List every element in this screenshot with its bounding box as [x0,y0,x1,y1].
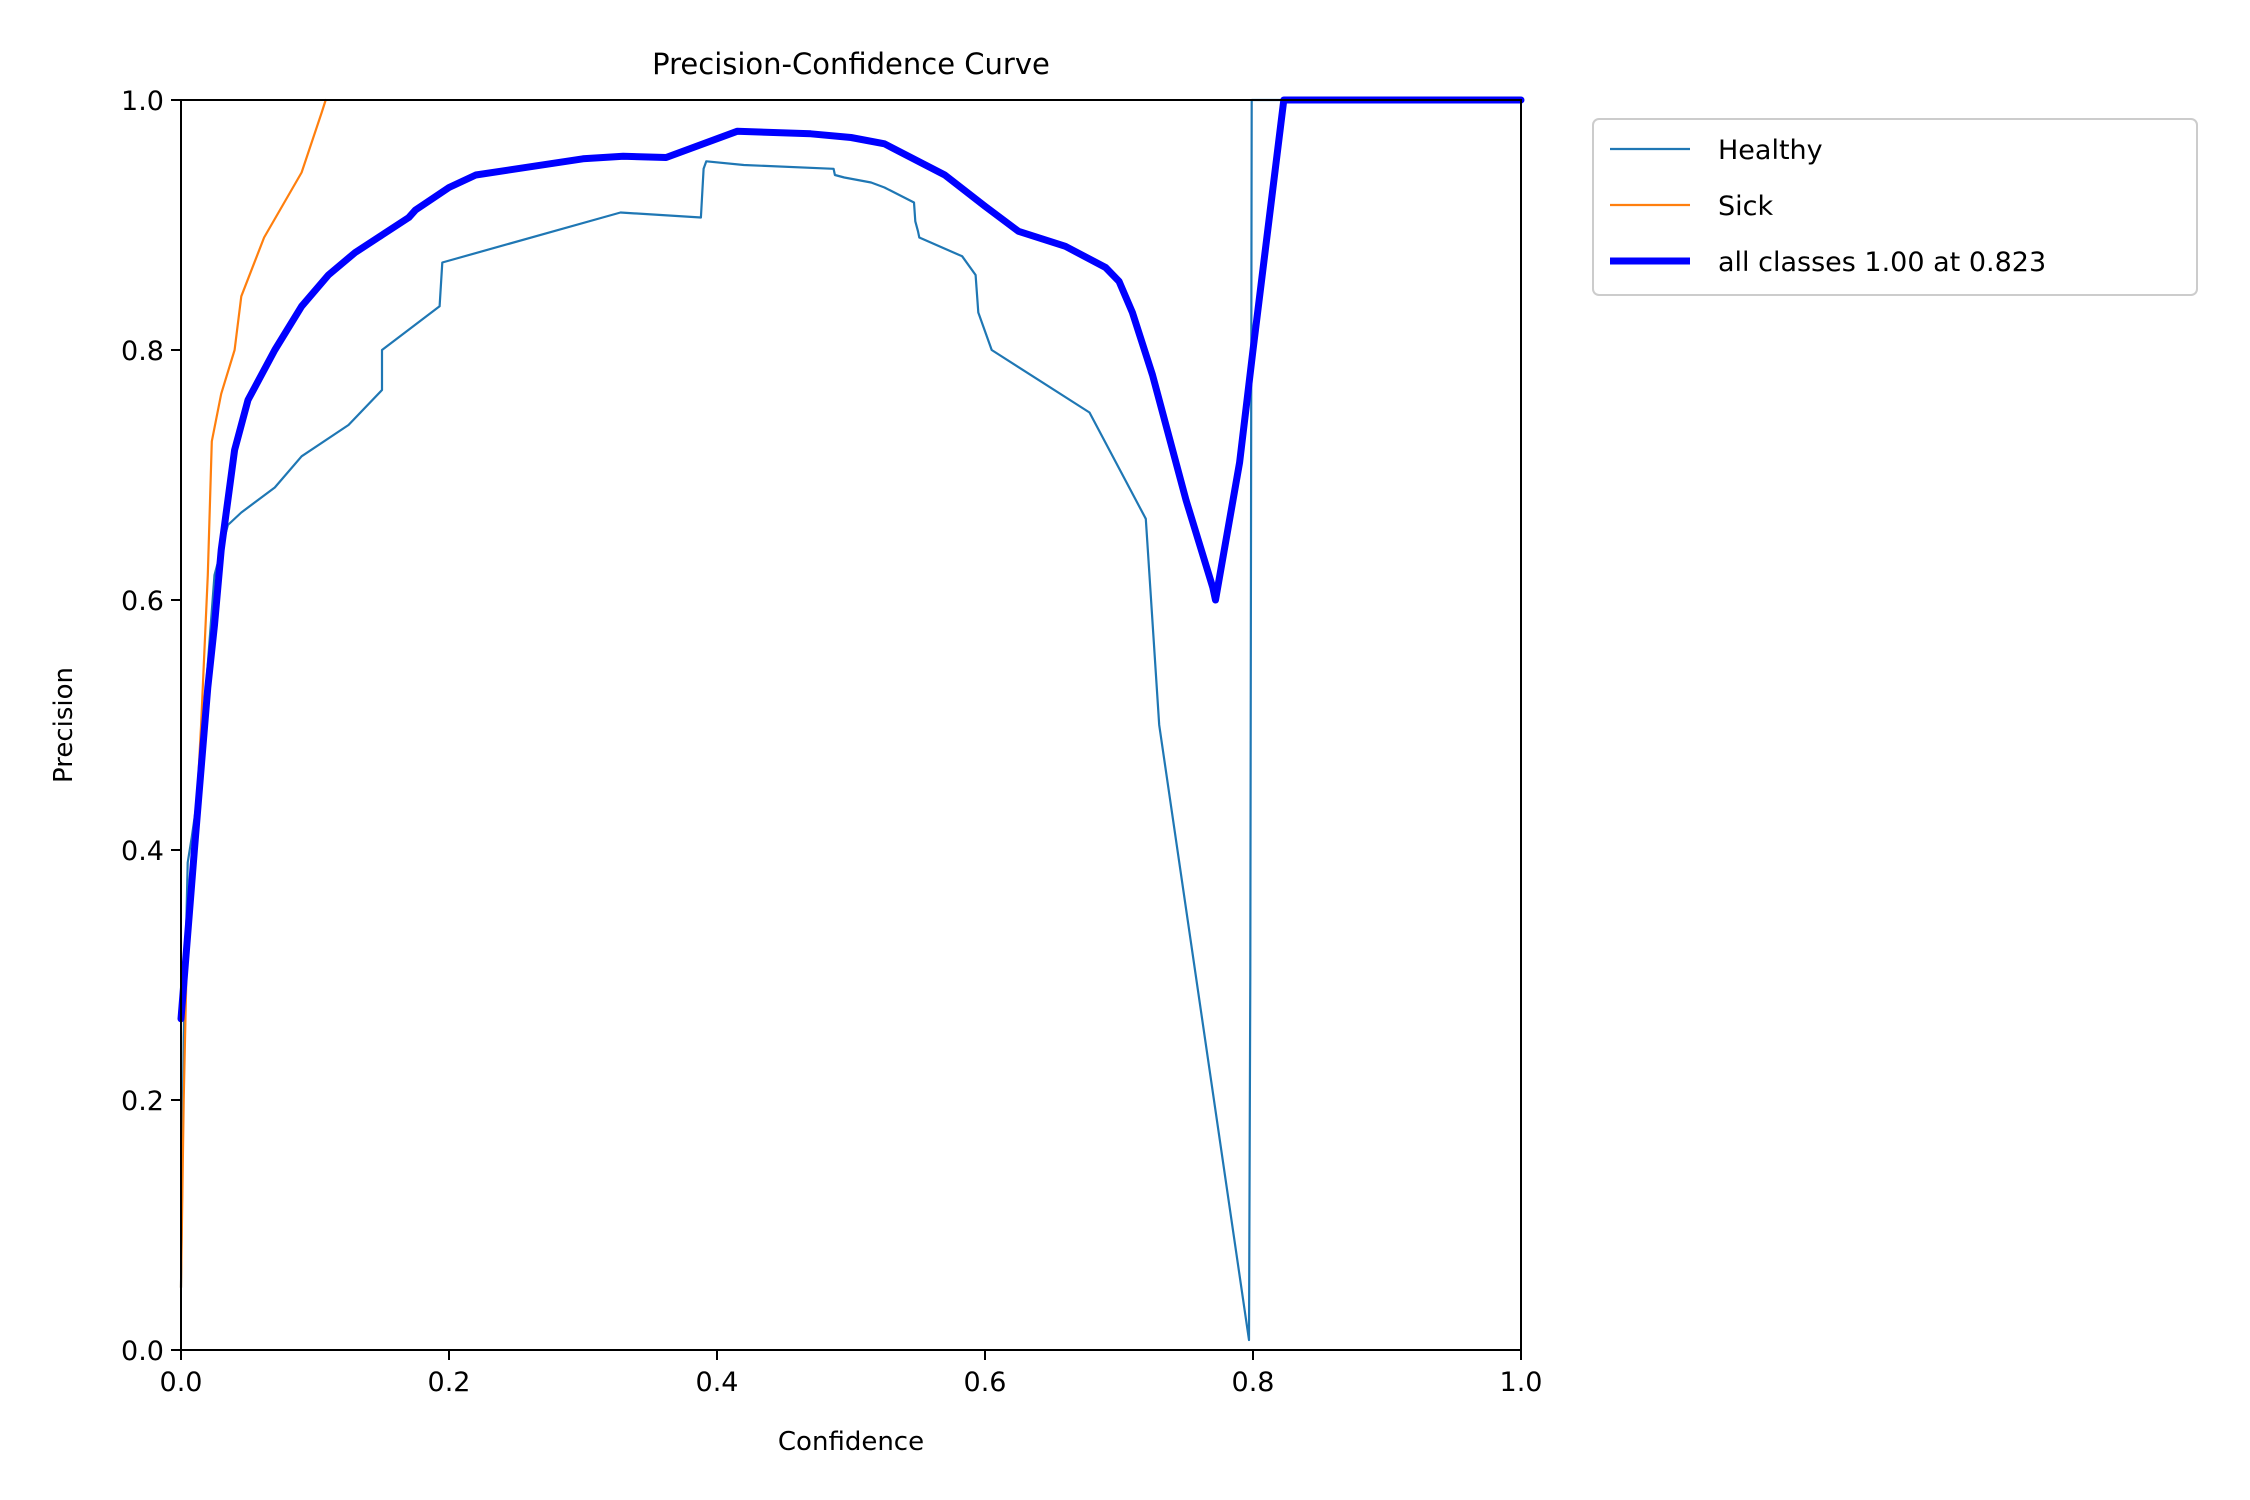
legend-label-1: Healthy [1718,135,1823,166]
y-axis-label: Precision [49,667,79,783]
legend: Healthy Sick all classes 1.00 at 0.823 [1592,118,2198,296]
legend-label-3: all classes 1.00 at 0.823 [1718,247,2046,278]
y-tick-label: 0.2 [121,1086,164,1117]
chart-title: Precision-Confidence Curve [652,47,1050,81]
series-line-1 [179,98,1523,1342]
y-tick-label: 0.6 [121,586,164,617]
x-tick-label: 1.0 [1500,1367,1543,1398]
axes-frame [180,99,1522,1351]
x-axis-label: Confidence [778,1427,924,1457]
plot-area [177,96,1525,1351]
legend-label-2: Sick [1718,191,1773,222]
series-line-3 [177,96,1525,1023]
y-tick-label: 1.0 [121,86,164,117]
x-tick-label: 0.6 [964,1367,1007,1398]
y-axis: 0.0 0.2 0.4 0.6 0.8 1.0 [121,86,181,1367]
x-tick-label: 0.2 [428,1367,471,1398]
x-tick-label: 0.4 [696,1367,739,1398]
legend-box [1592,118,2198,296]
x-axis: 0.0 0.2 0.4 0.6 0.8 1.0 [160,1350,1543,1398]
series-line-2 [179,98,327,1289]
x-tick-label: 0.0 [160,1367,203,1398]
x-tick-label: 0.8 [1232,1367,1275,1398]
y-tick-label: 0.8 [121,336,164,367]
y-tick-label: 0.4 [121,836,164,867]
series-layer [177,96,1525,1342]
y-tick-label: 0.0 [121,1336,164,1367]
